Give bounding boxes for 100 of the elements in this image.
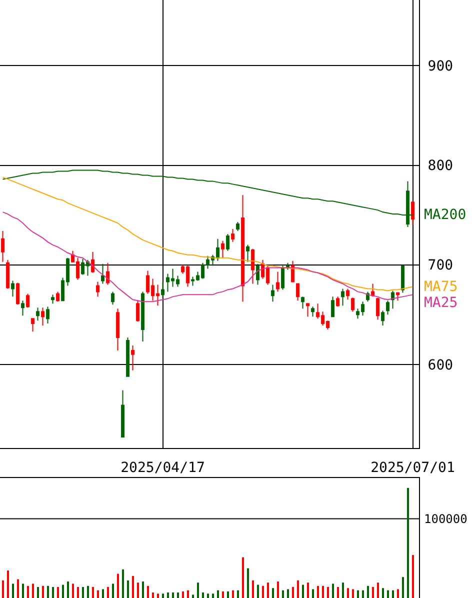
candlestick xyxy=(371,283,374,296)
bar xyxy=(322,586,324,598)
candlestick xyxy=(161,281,164,300)
bar xyxy=(217,590,219,598)
bar xyxy=(122,569,124,598)
y-tick-label: 600 xyxy=(428,357,454,374)
bar xyxy=(357,590,359,598)
bar xyxy=(307,582,309,598)
series-label: MA75 xyxy=(424,279,458,295)
bar xyxy=(382,588,384,598)
bar xyxy=(207,594,209,598)
bar xyxy=(132,576,134,598)
candlestick xyxy=(21,300,24,316)
bar xyxy=(7,570,9,598)
bar xyxy=(402,577,404,598)
candlestick xyxy=(111,291,114,306)
bar xyxy=(87,586,89,598)
y-tick-label: 700 xyxy=(428,258,454,274)
candlestick xyxy=(256,263,260,286)
bar xyxy=(167,592,169,598)
bar xyxy=(57,586,59,598)
y-tick-label: 800 xyxy=(428,158,454,174)
y-tick-label: 900 xyxy=(428,58,454,75)
bar xyxy=(142,581,144,598)
candlestick xyxy=(341,288,344,306)
candlestick xyxy=(271,284,274,302)
bar xyxy=(262,586,264,598)
candlestick xyxy=(126,336,130,377)
line-series xyxy=(2,176,414,292)
candlestick xyxy=(6,259,10,290)
bar xyxy=(232,590,234,598)
bar xyxy=(107,586,109,598)
candlestick xyxy=(46,306,50,324)
candlestick xyxy=(391,290,394,310)
candlestick xyxy=(331,296,334,318)
candlestick xyxy=(236,222,240,232)
bar xyxy=(247,568,249,598)
candlestick xyxy=(121,390,124,438)
bar xyxy=(202,592,204,598)
candlestick xyxy=(131,344,134,371)
text: 100000 xyxy=(424,512,468,526)
candlestick xyxy=(386,300,390,316)
bar xyxy=(32,584,34,598)
bar xyxy=(187,590,189,598)
candlestick xyxy=(376,297,380,320)
bar xyxy=(127,580,129,598)
bar xyxy=(292,586,294,598)
bar xyxy=(157,594,159,598)
bar xyxy=(2,580,4,598)
bar xyxy=(222,591,224,598)
candlestick xyxy=(336,296,340,308)
bar xyxy=(77,586,79,598)
candlestick xyxy=(306,303,310,318)
bar xyxy=(372,586,374,598)
candlestick xyxy=(311,306,314,318)
candlestick xyxy=(96,281,100,298)
bar xyxy=(172,592,174,598)
candlestick xyxy=(401,265,404,294)
bar xyxy=(347,588,349,598)
candlestick xyxy=(276,271,280,292)
bar xyxy=(367,586,369,598)
bar xyxy=(277,581,279,598)
bar xyxy=(97,590,99,598)
candlestick xyxy=(411,200,414,226)
bar xyxy=(152,592,154,598)
candlestick xyxy=(116,308,120,351)
bar xyxy=(407,488,409,598)
bar xyxy=(147,586,149,598)
bar xyxy=(252,580,254,598)
candlestick xyxy=(31,318,34,332)
bar xyxy=(112,584,114,598)
bar xyxy=(212,594,214,598)
candlestick xyxy=(281,265,284,290)
bar xyxy=(387,590,389,598)
bar xyxy=(337,586,339,598)
bar xyxy=(17,579,19,598)
candlestick xyxy=(1,230,4,262)
candlestick xyxy=(36,307,40,322)
bar xyxy=(42,586,44,598)
candlestick xyxy=(291,260,294,282)
bar xyxy=(227,591,229,598)
candlestick xyxy=(241,194,244,302)
bar xyxy=(412,555,414,598)
bar xyxy=(257,584,259,598)
candlestick xyxy=(396,292,400,302)
bar xyxy=(52,586,54,598)
bar xyxy=(27,586,29,598)
candlestick xyxy=(136,300,140,322)
bar xyxy=(282,590,284,598)
candlestick xyxy=(226,233,230,252)
x-tick-label: 2025/07/01 xyxy=(370,460,455,476)
candlestick xyxy=(221,240,224,258)
bar xyxy=(197,582,199,598)
bar xyxy=(67,581,69,598)
bar xyxy=(377,582,379,598)
candlestick xyxy=(351,297,354,312)
bar xyxy=(342,582,344,598)
bar xyxy=(92,586,94,598)
bar xyxy=(332,584,334,598)
bar xyxy=(392,590,394,598)
